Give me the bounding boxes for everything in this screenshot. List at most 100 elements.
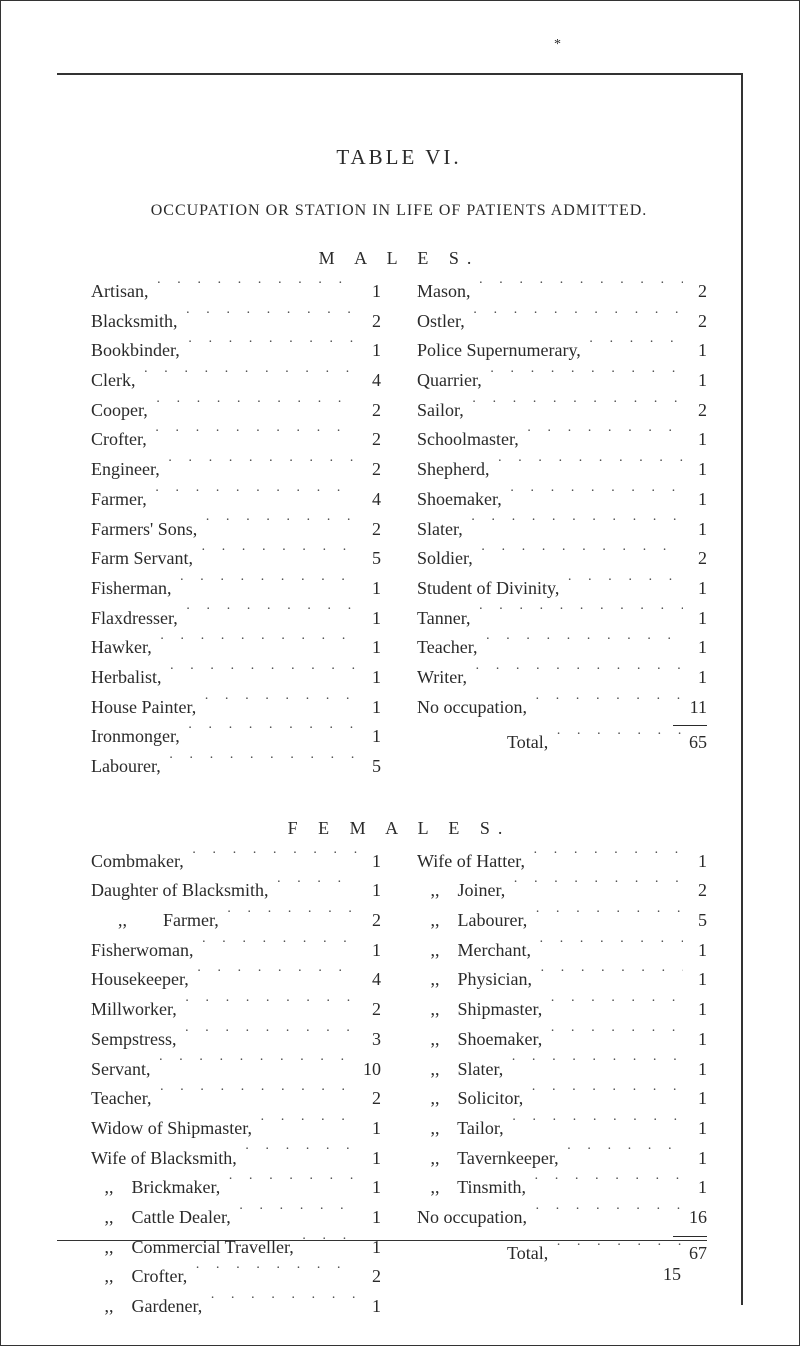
table-row: ,, Tinsmith,1 bbox=[417, 1173, 707, 1203]
leader-dots bbox=[527, 1205, 689, 1223]
leader-dots bbox=[268, 878, 363, 896]
entry-label: Ostler, bbox=[417, 307, 465, 337]
entry-label: Soldier, bbox=[417, 544, 473, 574]
entry-value: 2 bbox=[363, 515, 381, 545]
entry-value: 1 bbox=[689, 1114, 707, 1144]
entry-value: 5 bbox=[363, 752, 381, 782]
entry-value: 2 bbox=[689, 876, 707, 906]
entry-label: Schoolmaster, bbox=[417, 425, 519, 455]
table-row: Daughter of Blacksmith,1 bbox=[91, 876, 381, 906]
table-row: Blacksmith,2 bbox=[91, 307, 381, 337]
entry-value: 1 bbox=[689, 425, 707, 455]
leader-dots bbox=[471, 279, 690, 297]
table-row: House Painter,1 bbox=[91, 693, 381, 723]
entry-value: 1 bbox=[689, 633, 707, 663]
table-row: Police Supernumerary,1 bbox=[417, 336, 707, 366]
leader-dots bbox=[559, 1146, 689, 1164]
entry-label: Wife of Blacksmith, bbox=[91, 1144, 237, 1174]
entry-label: Servant, bbox=[91, 1055, 150, 1085]
leader-dots bbox=[525, 849, 689, 867]
table-row: ,, Shoemaker,1 bbox=[417, 1025, 707, 1055]
table-row: ,, Joiner, 2 bbox=[417, 876, 707, 906]
leader-dots bbox=[482, 368, 689, 386]
table-row: Sempstress,3 bbox=[91, 1025, 381, 1055]
entry-label: Millworker, bbox=[91, 995, 177, 1025]
leader-dots bbox=[177, 997, 363, 1015]
table-row: Student of Divinity,1 bbox=[417, 574, 707, 604]
leader-dots bbox=[178, 309, 364, 327]
entry-value: 1 bbox=[689, 574, 707, 604]
leader-dots bbox=[548, 1241, 689, 1259]
entry-value: 16 bbox=[689, 1203, 707, 1233]
leader-dots bbox=[150, 1057, 363, 1075]
entry-label: Farm Servant, bbox=[91, 544, 193, 574]
table-row: Schoolmaster, 1 bbox=[417, 425, 707, 455]
leader-dots bbox=[151, 1086, 363, 1104]
entry-label: Ironmonger, bbox=[91, 722, 180, 752]
entry-label: No occupation, bbox=[417, 1203, 527, 1233]
table-row: ,, Merchant,1 bbox=[417, 936, 707, 966]
table-row: ,, Crofter,2 bbox=[91, 1262, 381, 1292]
entry-label: Farmer, bbox=[91, 485, 147, 515]
total-label: Total, bbox=[417, 728, 548, 758]
entry-label: Shoemaker, bbox=[417, 485, 502, 515]
table-row: Herbalist,1 bbox=[91, 663, 381, 693]
entry-value: 5 bbox=[689, 906, 707, 936]
table-row: Shepherd,1 bbox=[417, 455, 707, 485]
leader-dots bbox=[149, 279, 364, 297]
entry-label: ,, Gardener, bbox=[91, 1292, 202, 1322]
entry-value: 1 bbox=[689, 847, 707, 877]
table-row: ,, Shipmaster,1 bbox=[417, 995, 707, 1025]
table-row: Ironmonger,1 bbox=[91, 722, 381, 752]
entry-value: 1 bbox=[689, 366, 707, 396]
leader-dots bbox=[196, 695, 363, 713]
entry-label: Slater, bbox=[417, 515, 463, 545]
leader-dots bbox=[184, 849, 363, 867]
table-row: Bookbinder,1 bbox=[91, 336, 381, 366]
entry-value: 5 bbox=[363, 544, 381, 574]
entry-label: Teacher, bbox=[417, 633, 477, 663]
entry-label: Writer, bbox=[417, 663, 467, 693]
table-row: Farmer,4 bbox=[91, 485, 381, 515]
entry-value: 2 bbox=[689, 544, 707, 574]
entry-label: Blacksmith, bbox=[91, 307, 178, 337]
entry-label: Flaxdresser, bbox=[91, 604, 178, 634]
table-row: Wife of Hatter,1 bbox=[417, 847, 707, 877]
leader-dots bbox=[136, 368, 364, 386]
entry-value: 1 bbox=[363, 277, 381, 307]
leader-dots bbox=[559, 576, 689, 594]
section-label-females: F E M A L E S. bbox=[91, 818, 707, 839]
leader-dots bbox=[172, 576, 364, 594]
entry-label: Widow of Shipmaster, bbox=[91, 1114, 252, 1144]
entry-label: ,, Commercial Traveller, bbox=[91, 1233, 294, 1263]
entry-value: 3 bbox=[363, 1025, 381, 1055]
table-row: Combmaker,1 bbox=[91, 847, 381, 877]
leader-dots bbox=[237, 1146, 363, 1164]
entry-value: 1 bbox=[689, 1173, 707, 1203]
entry-label: ,, Tailor, bbox=[417, 1114, 504, 1144]
entry-label: Teacher, bbox=[91, 1084, 151, 1114]
table-row: Crofter,2 bbox=[91, 425, 381, 455]
entry-label: Farmers' Sons, bbox=[91, 515, 197, 545]
entry-value: 1 bbox=[363, 1173, 381, 1203]
leader-dots bbox=[532, 967, 689, 985]
entry-value: 1 bbox=[689, 1055, 707, 1085]
females-right-column: Wife of Hatter,1 ,, Joiner,2 ,, Labourer… bbox=[417, 847, 707, 1322]
leader-dots bbox=[294, 1235, 363, 1253]
entry-label: ,, Joiner, bbox=[417, 876, 505, 906]
leader-dots bbox=[197, 517, 363, 535]
entry-label: Housekeeper, bbox=[91, 965, 189, 995]
entry-label: Tanner, bbox=[417, 604, 471, 634]
females-columns: Combmaker,1Daughter of Blacksmith,1 ,, F… bbox=[91, 847, 707, 1322]
leader-dots bbox=[202, 1294, 363, 1312]
table-row: Wife of Blacksmith,1 bbox=[91, 1144, 381, 1174]
leader-dots bbox=[526, 1175, 689, 1193]
entry-label: ,, Brickmaker, bbox=[91, 1173, 220, 1203]
entry-value: 1 bbox=[689, 1144, 707, 1174]
entry-value: 1 bbox=[363, 663, 381, 693]
table-row: Clerk,4 bbox=[91, 366, 381, 396]
table-row: Sailor,2 bbox=[417, 396, 707, 426]
leader-dots bbox=[148, 398, 363, 416]
entry-value: 2 bbox=[689, 277, 707, 307]
males-right-column: Mason,2Ostler,2Police Supernumerary,1Qua… bbox=[417, 277, 707, 782]
